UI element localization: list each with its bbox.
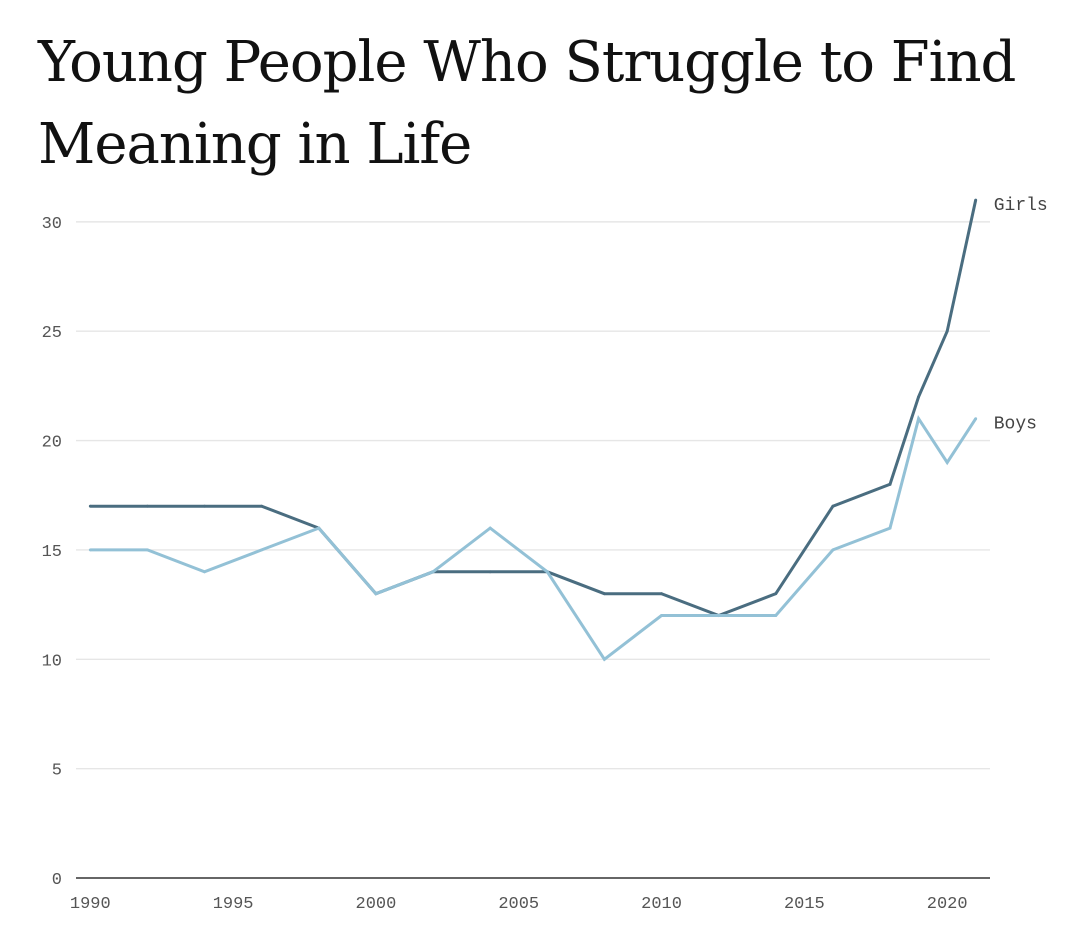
- y-tick-label: 30: [42, 215, 62, 234]
- data-point-boys: [774, 614, 778, 617]
- x-tick-label: 2005: [498, 895, 539, 914]
- series-labels: Girls Boys: [994, 196, 1048, 435]
- data-point-boys: [545, 570, 549, 574]
- x-tick-label: 2000: [356, 895, 397, 914]
- series-line-girls: [90, 199, 978, 618]
- data-point-boys: [431, 570, 435, 574]
- data-point-boys: [831, 548, 835, 552]
- data-point-boys: [917, 417, 920, 421]
- axes: 0 5 10 15 20 25 30 1990 1995 2000 2005 2010 2015 2020: [42, 215, 990, 914]
- data-point-girls: [974, 198, 978, 202]
- x-tick-label: 2010: [641, 895, 682, 914]
- series-label-boys: Boys: [994, 415, 1037, 435]
- data-point-boys: [888, 526, 892, 530]
- data-point-boys: [260, 548, 264, 552]
- x-tick-label: 1995: [213, 895, 254, 914]
- chart-title: Young People Who Struggle to Find Meanin…: [38, 30, 1016, 177]
- y-tick-label: 15: [42, 543, 62, 562]
- x-tick-label: 1990: [70, 895, 111, 914]
- x-tick-label: 2015: [784, 895, 825, 914]
- series-line-boys: [90, 415, 977, 662]
- data-point-boys: [88, 548, 92, 552]
- data-point-boys: [374, 592, 378, 596]
- data-point-girls: [660, 592, 663, 596]
- y-tick-label: 0: [52, 871, 62, 890]
- data-point-girls: [917, 395, 920, 399]
- data-point-girls: [831, 504, 835, 508]
- data-point-boys: [488, 526, 492, 530]
- data-point-boys: [146, 548, 149, 552]
- data-point-boys: [203, 570, 206, 574]
- data-point-girls: [774, 592, 778, 596]
- data-point-boys: [660, 614, 663, 617]
- y-tick-label: 20: [42, 434, 62, 453]
- data-point-girls: [888, 482, 892, 486]
- data-point-boys: [603, 657, 606, 661]
- y-tick-label: 10: [42, 652, 62, 671]
- data-point-girls: [146, 504, 149, 508]
- data-point-girls: [603, 592, 606, 596]
- data-point-boys: [974, 417, 978, 421]
- series-lines: [88, 198, 978, 662]
- grid-lines: [76, 221, 990, 770]
- data-point-girls: [203, 504, 206, 508]
- data-point-boys: [317, 526, 321, 530]
- series-label-girls: Girls: [994, 196, 1048, 216]
- y-tick-label: 5: [52, 762, 62, 781]
- x-tick-label: 2020: [927, 895, 968, 914]
- data-point-girls: [945, 329, 949, 333]
- data-point-boys: [717, 614, 721, 617]
- data-point-girls: [488, 570, 492, 574]
- y-tick-label: 25: [42, 324, 62, 343]
- data-point-girls: [260, 504, 264, 508]
- data-point-girls: [88, 504, 92, 508]
- data-point-boys: [945, 461, 949, 464]
